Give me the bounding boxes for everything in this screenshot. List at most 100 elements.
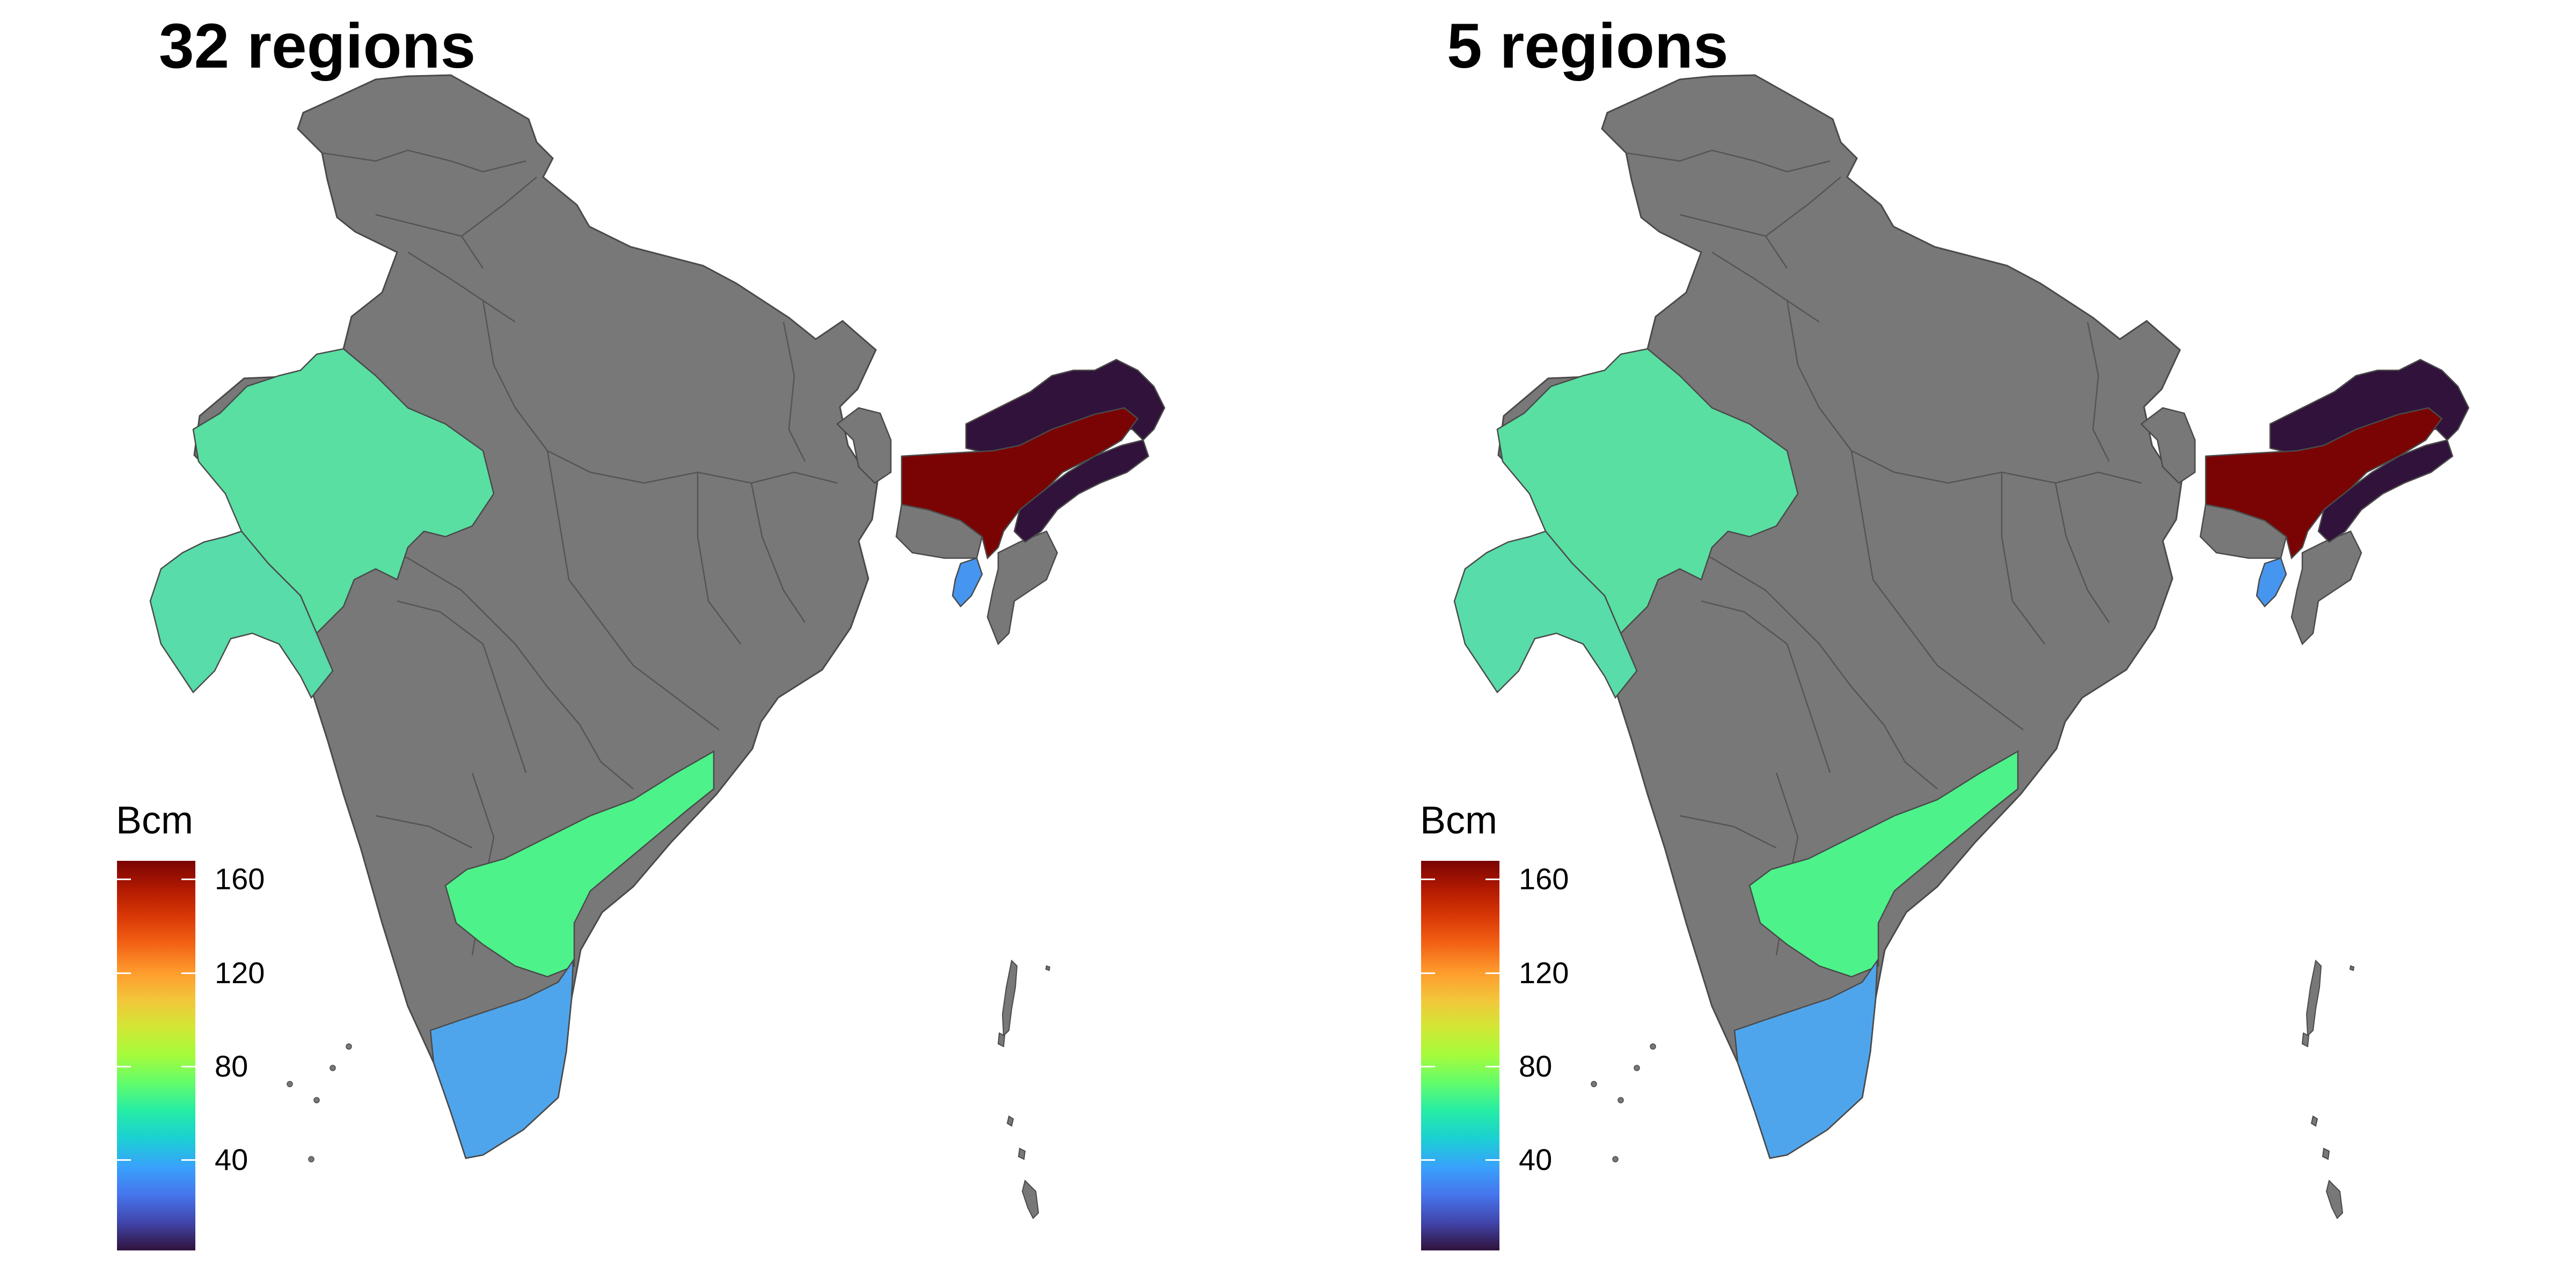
island-andaman-nicobar: [1045, 965, 1051, 971]
legend-title: Bcm: [116, 799, 193, 842]
state-boundary: [1679, 815, 1777, 849]
state-boundary: [1883, 724, 1938, 789]
state-boundary: [1765, 177, 1841, 237]
region-andhra-pradesh: [1748, 750, 2019, 978]
colorbar-tick-mark: [1485, 1066, 1499, 1067]
region-tripura: [952, 557, 983, 608]
state-boundary: [1937, 665, 2024, 730]
island-andaman-nicobar: [2322, 1147, 2330, 1160]
colorbar-tick-label: 40: [1519, 1143, 1553, 1176]
region-nagaland: [1013, 439, 1150, 543]
island-andaman-nicobar: [2301, 1032, 2310, 1048]
island-andaman-nicobar: [1001, 959, 1018, 1037]
island-lakshadweep: [346, 1043, 352, 1050]
region-rajasthan: [192, 348, 495, 635]
region-tamil-nadu: [429, 958, 574, 1159]
india-map: [1453, 74, 2470, 1219]
region-nagaland: [2317, 439, 2454, 543]
island-andaman-nicobar: [1021, 1180, 1040, 1219]
island-andaman-nicobar: [997, 1032, 1006, 1048]
colorbar: [1421, 861, 1499, 1250]
region-manipur-mizoram: [986, 530, 1058, 646]
island-lakshadweep: [330, 1065, 336, 1071]
india-map: [149, 74, 1166, 1219]
island-lakshadweep: [1612, 1156, 1619, 1162]
state-boundary: [482, 300, 645, 484]
panel-title: 32 regions: [159, 11, 476, 82]
state-boundary: [1679, 214, 1788, 269]
region-rajasthan: [1496, 348, 1799, 635]
island-lakshadweep: [1650, 1043, 1656, 1050]
colorbar-tick-mark: [1421, 1159, 1435, 1161]
island-lakshadweep: [1591, 1081, 1597, 1087]
region-gujarat: [149, 530, 334, 699]
state-boundary: [2001, 472, 2045, 645]
region-andhra-pradesh: [444, 750, 715, 978]
colorbar-tick-label: 120: [1519, 956, 1569, 990]
island-andaman-nicobar: [2306, 959, 2322, 1037]
state-boundary: [633, 665, 720, 730]
colorbar-tick-mark: [117, 1159, 131, 1161]
legend-title: Bcm: [1420, 799, 1497, 842]
island-lakshadweep: [313, 1097, 320, 1103]
region-tamil-nadu: [1733, 958, 1878, 1159]
region-assam: [2205, 407, 2443, 560]
colorbar-tick-mark: [1485, 1159, 1499, 1161]
colorbar-tick-mark: [1421, 879, 1435, 880]
state-boundary: [375, 214, 484, 269]
state-boundary: [2054, 482, 2110, 623]
island-andaman-nicobar: [1006, 1115, 1014, 1127]
state-boundary: [1786, 300, 1949, 484]
colorbar-tick-mark: [181, 972, 195, 974]
state-boundary: [375, 815, 473, 849]
state-boundary: [1701, 600, 1831, 773]
state-boundary: [461, 177, 537, 237]
colorbar-tick-mark: [181, 1159, 195, 1161]
state-boundary: [579, 724, 634, 789]
island-andaman-nicobar: [2349, 965, 2355, 971]
colorbar-tick-label: 120: [215, 956, 265, 990]
mainland-other-states: [1497, 74, 2183, 1159]
colorbar-tick-label: 40: [215, 1143, 248, 1176]
island-lakshadweep: [308, 1156, 314, 1162]
state-boundary: [2087, 321, 2110, 462]
panel-title: 5 regions: [1447, 11, 1729, 82]
colorbar-tick-mark: [1485, 879, 1499, 880]
state-boundary: [1711, 251, 1820, 323]
map-panel-32-regions: 32 regions Bcm 160 120 80 40: [116, 11, 1166, 1250]
region-manipur-mizoram: [2290, 530, 2362, 646]
region-gujarat: [1453, 530, 1638, 699]
state-boundary: [1626, 149, 1831, 173]
state-boundary: [321, 149, 526, 173]
colorbar-tick-mark: [181, 879, 195, 880]
map-panel-5-regions: 5 regions Bcm 160 120 80 40: [1304, 0, 2576, 1288]
state-boundary: [782, 321, 806, 462]
island-lakshadweep: [287, 1081, 293, 1087]
mainland-other-states: [193, 74, 879, 1159]
state-boundary: [1850, 450, 1938, 666]
colorbar-tick-label: 160: [1519, 862, 1569, 896]
colorbar: [117, 861, 195, 1250]
colorbar-tick-mark: [1421, 1066, 1435, 1067]
colorbar-tick-mark: [1421, 972, 1435, 974]
colorbar-tick-label: 80: [1519, 1049, 1553, 1083]
region-tripura: [2256, 557, 2287, 608]
state-boundary: [397, 600, 527, 773]
island-lakshadweep: [1634, 1065, 1640, 1071]
colorbar-tick-mark: [117, 1066, 131, 1067]
region-assam: [901, 407, 1139, 560]
state-boundary: [750, 482, 806, 623]
state-boundary: [407, 251, 516, 323]
island-andaman-nicobar: [1018, 1147, 1026, 1160]
colorbar-tick-mark: [117, 879, 131, 880]
state-boundary: [546, 450, 634, 666]
region-sikkim: [2140, 407, 2196, 484]
state-boundary: [697, 472, 741, 645]
island-andaman-nicobar: [2325, 1180, 2344, 1219]
colorbar-tick-mark: [1485, 972, 1499, 974]
colorbar-tick-mark: [117, 972, 131, 974]
colorbar-tick-mark: [181, 1066, 195, 1067]
island-andaman-nicobar: [2310, 1115, 2318, 1127]
colorbar-tick-label: 160: [215, 862, 265, 896]
region-sikkim: [836, 407, 892, 484]
